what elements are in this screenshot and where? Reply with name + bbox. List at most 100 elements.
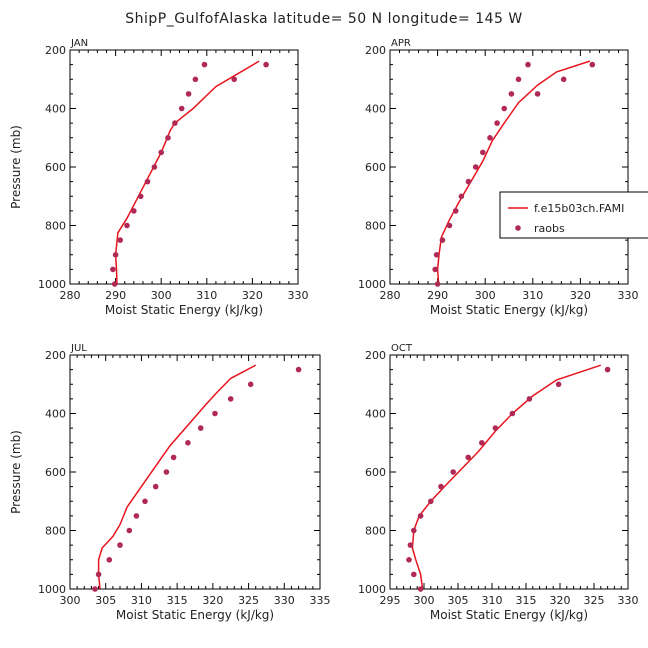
obs-point	[560, 76, 567, 83]
x-tick-label: 330	[274, 594, 295, 607]
obs-point	[133, 513, 140, 519]
obs-point	[158, 149, 164, 156]
panel-label: JAN	[70, 38, 88, 49]
x-tick-label: 330	[288, 289, 309, 302]
legend-dot-swatch	[515, 225, 521, 231]
obs-point	[411, 527, 417, 534]
obs-point	[144, 178, 151, 185]
y-tick-label: 800	[45, 525, 66, 538]
legend: f.e15b03ch.FAMI raobs	[499, 191, 648, 239]
obs-point	[185, 440, 191, 446]
x-axis-title: Moist Static Energy (kJ/kg)	[430, 303, 588, 317]
y-axis-title: Pressure (mb)	[9, 430, 23, 514]
obs-point	[434, 281, 441, 287]
obs-point	[428, 498, 434, 505]
obs-point	[151, 164, 158, 170]
panels-group: JAN 280 290 300 310 320 330 200 400 600 800 1000 Moi…	[9, 38, 639, 622]
x-tick-label: 295	[380, 594, 401, 607]
obs-point	[178, 105, 185, 112]
y-tick-label: 800	[365, 525, 386, 538]
obs-point	[92, 586, 98, 592]
model-line	[97, 364, 257, 590]
y-tick-label: 400	[365, 408, 386, 421]
obs-point	[192, 76, 199, 83]
obs-point	[439, 237, 446, 243]
obs-point	[117, 542, 123, 548]
obs-point	[152, 483, 159, 490]
x-tick-label: 315	[516, 594, 537, 607]
y-tick-label: 200	[45, 44, 66, 57]
legend-box	[499, 191, 648, 239]
obs-point	[479, 440, 485, 446]
obs-point	[126, 527, 133, 534]
obs-point	[555, 381, 562, 388]
x-tick-label: 320	[570, 289, 591, 302]
obs-point	[604, 366, 611, 373]
plot-frame	[69, 49, 299, 285]
x-tick-label: 310	[482, 594, 503, 607]
obs-point	[137, 193, 144, 200]
x-tick-label: 280	[380, 289, 401, 302]
y-tick-label: 200	[365, 349, 386, 362]
obs-point	[212, 410, 218, 417]
obs-point	[432, 266, 439, 273]
obs-point	[185, 91, 192, 97]
x-tick-label: 315	[167, 594, 188, 607]
obs-point	[458, 193, 465, 200]
obs-point	[163, 469, 170, 475]
obs-point	[438, 483, 444, 490]
x-tick-label: 325	[584, 594, 605, 607]
obs-point	[494, 120, 500, 126]
obs-point	[197, 425, 204, 431]
y-tick-label: 600	[365, 466, 386, 479]
x-tick-label: 320	[242, 289, 263, 302]
y-tick-label: 800	[45, 220, 66, 233]
y-tick-label: 400	[45, 103, 66, 116]
x-axis-title: Moist Static Energy (kJ/kg)	[430, 608, 588, 622]
obs-point	[509, 410, 516, 417]
obs-point	[110, 266, 116, 273]
y-axis-title: Pressure (mb)	[9, 125, 23, 209]
figure-title: ShipP_GulfofAlaska latitude= 50 N longit…	[125, 11, 522, 27]
x-tick-label: 310	[131, 594, 152, 607]
x-axis-title: Moist Static Energy (kJ/kg)	[116, 608, 274, 622]
obs-point	[165, 135, 171, 141]
x-tick-label: 300	[475, 289, 496, 302]
obs-point	[247, 381, 254, 388]
panel-jan: JAN 280 290 300 310 320 330 200 400 600 800 1000 Moi…	[9, 38, 309, 317]
obs-point	[417, 586, 424, 592]
obs-point	[406, 557, 412, 563]
x-axis-title: Moist Static Energy (kJ/kg)	[105, 303, 263, 317]
x-tick-label: 300	[151, 289, 172, 302]
panel-jul: JUL 300 305 310 315 320 325 330 335 200 400 600 800 1…	[9, 343, 331, 622]
model-line	[411, 364, 602, 590]
x-tick-label: 290	[105, 289, 126, 302]
obs-point	[508, 91, 515, 97]
obs-point	[526, 396, 533, 402]
obs-point	[295, 366, 302, 373]
obs-point	[142, 498, 148, 505]
y-tick-label: 600	[45, 161, 66, 174]
obs-point	[170, 454, 177, 461]
obs-point	[465, 178, 472, 185]
x-tick-label: 300	[60, 594, 81, 607]
x-tick-label: 335	[310, 594, 331, 607]
x-tick-label: 305	[95, 594, 116, 607]
plot-frame	[389, 49, 629, 285]
obs-point	[472, 164, 479, 170]
legend-model-label: f.e15b03ch.FAMI	[534, 202, 624, 215]
obs-point	[433, 252, 440, 258]
y-tick-label: 800	[365, 220, 386, 233]
obs-point	[106, 557, 113, 563]
obs-point	[492, 425, 499, 431]
x-tick-label: 305	[448, 594, 469, 607]
y-tick-label: 600	[365, 161, 386, 174]
obs-point	[95, 571, 102, 578]
x-tick-label: 330	[618, 594, 639, 607]
obs-point	[411, 571, 417, 578]
obs-point	[417, 513, 424, 519]
obs-point	[452, 208, 459, 214]
obs-point	[515, 76, 522, 83]
obs-point	[501, 105, 508, 112]
